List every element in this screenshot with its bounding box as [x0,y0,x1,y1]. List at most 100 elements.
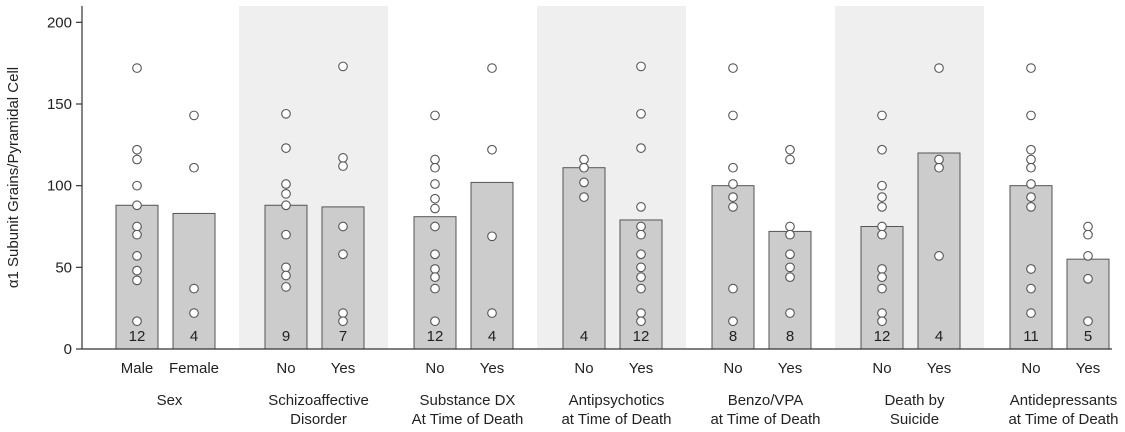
bar [917,152,961,350]
data-point [1026,202,1036,212]
group-label: Suicide [890,411,939,428]
data-point [430,283,440,294]
data-point [877,192,887,202]
data-point [1083,251,1093,261]
data-point [430,264,440,274]
y-tick-label: 150 [47,96,72,113]
data-point [934,162,944,173]
data-point [430,249,440,260]
x-tick-label: No [276,360,295,377]
data-point [934,251,944,261]
data-point [338,316,348,327]
data-point [636,202,646,212]
bar-n-label: 9 [282,328,290,345]
data-point [487,144,497,155]
data-point [877,180,887,191]
data-point [281,229,291,240]
bar-n-label: 4 [190,328,198,345]
y-tick-label: 100 [47,178,72,195]
data-point [877,316,887,327]
x-tick-label: Yes [1076,360,1100,377]
data-point [189,110,199,121]
data-point [934,63,944,73]
shaded-band [835,6,984,349]
data-point [281,200,291,211]
data-point [487,231,497,242]
y-tick-label: 200 [47,14,72,31]
data-point [579,177,589,188]
x-tick-label: No [425,360,444,377]
data-point [728,202,738,212]
data-point [1026,192,1036,202]
data-point [132,180,142,191]
bar-n-label: 4 [488,328,496,345]
data-point [1026,179,1036,189]
group-label: At Time of Death [412,411,524,428]
group-label: at Time of Death [1008,411,1118,428]
data-point [877,110,887,121]
bar-n-label: 12 [633,328,650,345]
data-point [1026,144,1036,155]
x-tick-label: Yes [331,360,355,377]
data-point [338,61,348,72]
data-point [1026,63,1036,73]
data-point [430,179,440,189]
bar-n-label: 12 [427,328,444,345]
data-point [728,192,738,202]
data-point [132,275,142,286]
data-point [877,283,887,294]
data-point [430,316,440,327]
data-point [430,110,440,121]
data-point [338,308,348,318]
data-point [338,249,348,260]
data-point [636,308,646,318]
data-point [785,308,795,318]
bar-n-label: 5 [1084,328,1092,345]
data-point [281,188,291,199]
data-point [579,154,589,165]
bar-n-label: 7 [339,328,347,345]
data-point [430,193,440,204]
data-point [636,108,646,119]
data-point [579,192,589,202]
data-point [430,162,440,173]
group-label: Antipsychotics [569,392,665,409]
x-tick-label: No [1021,360,1040,377]
data-point [338,221,348,232]
data-point [1026,110,1036,121]
bar-n-label: 12 [129,328,146,345]
bar-n-label: 11 [1023,328,1039,345]
data-point [728,110,738,121]
data-point [728,63,738,73]
data-point [430,154,440,165]
data-point [1026,283,1036,294]
data-point [1083,316,1093,327]
y-tick-label: 0 [64,341,72,358]
data-point [728,283,738,294]
x-tick-label: Male [121,360,154,377]
data-point [430,221,440,232]
data-point [636,61,646,72]
x-tick-label: Female [169,360,219,377]
group-label: Death by [884,392,945,409]
shaded-band [537,6,686,349]
group-label: Sex [157,392,183,409]
group-label: at Time of Death [710,411,820,428]
data-point [132,221,142,232]
data-point [281,143,291,153]
data-point [785,249,795,260]
data-point [636,316,646,327]
x-tick-label: No [723,360,742,377]
shaded-band [239,6,388,349]
data-point [430,272,440,282]
data-point [877,272,887,282]
labels: 12 Male 4 Female Sex 9 No 7 Yes Schizoaffective Di… [121,328,1119,428]
data-point [728,179,738,189]
data-point [877,221,887,232]
data-point [132,316,142,327]
data-point [1083,221,1093,232]
data-point [785,144,795,155]
data-point [1026,154,1036,165]
x-tick-label: Yes [480,360,504,377]
group-label: Substance DX [420,392,516,409]
